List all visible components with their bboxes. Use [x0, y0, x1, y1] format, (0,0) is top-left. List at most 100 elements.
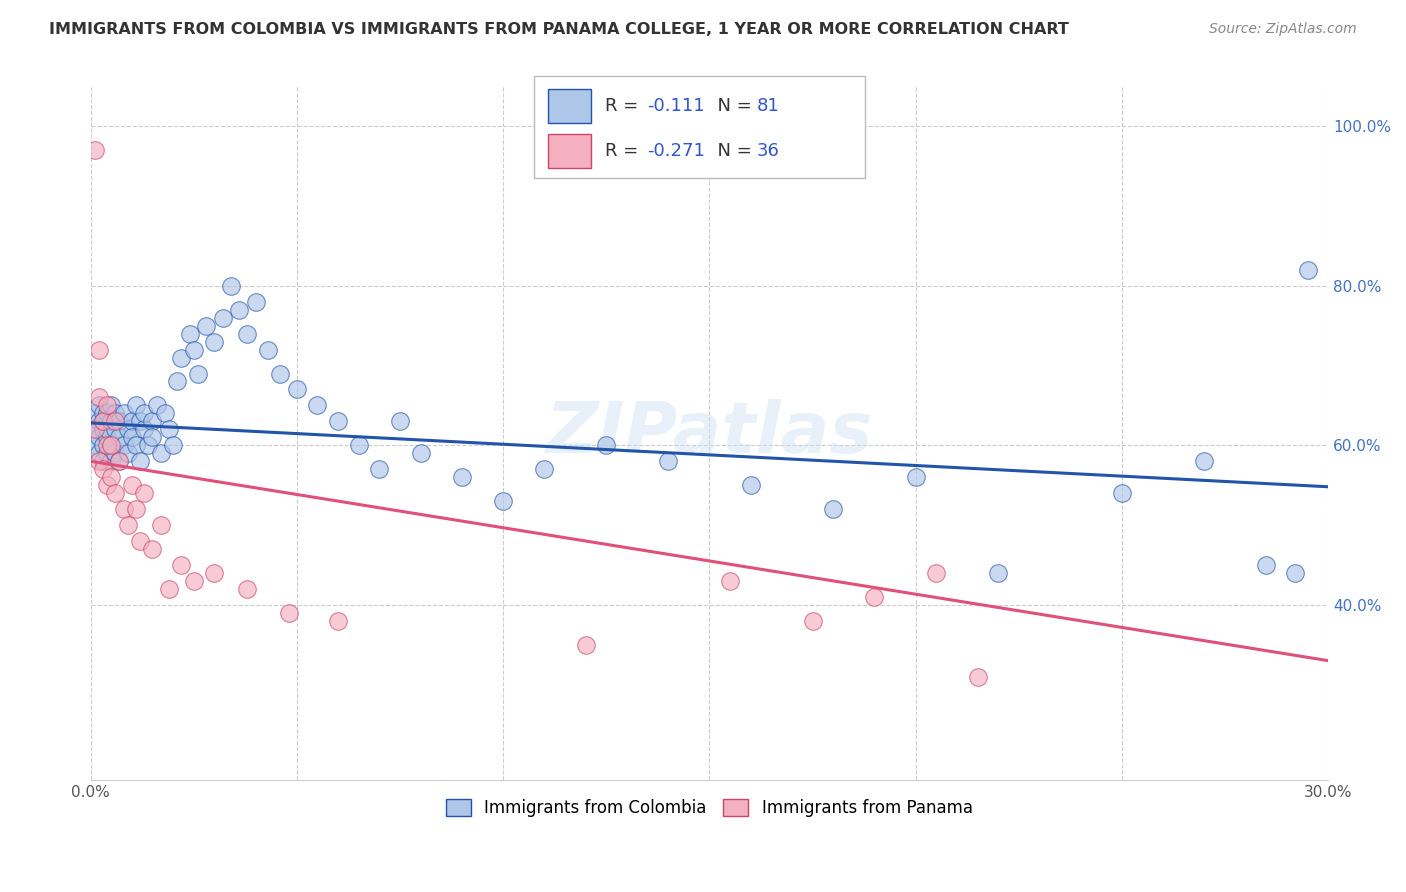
Point	[141, 541, 163, 556]
Point	[219, 278, 242, 293]
Point	[91, 438, 114, 452]
Point	[125, 438, 148, 452]
Point	[157, 422, 180, 436]
Text: 81: 81	[756, 97, 779, 115]
Point	[134, 486, 156, 500]
Point	[863, 590, 886, 604]
Point	[100, 438, 122, 452]
Point	[925, 566, 948, 580]
Text: 36: 36	[756, 142, 779, 160]
Point	[277, 606, 299, 620]
Point	[100, 470, 122, 484]
Point	[91, 406, 114, 420]
Point	[326, 614, 349, 628]
Point	[170, 351, 193, 365]
Point	[96, 422, 118, 436]
Point	[166, 375, 188, 389]
Point	[96, 398, 118, 412]
Point	[87, 343, 110, 357]
Point	[87, 414, 110, 428]
Point	[129, 454, 152, 468]
Text: N =: N =	[706, 97, 758, 115]
Point	[575, 638, 598, 652]
Point	[138, 438, 160, 452]
Point	[202, 334, 225, 349]
Text: -0.271: -0.271	[647, 142, 704, 160]
Point	[347, 438, 370, 452]
Point	[87, 398, 110, 412]
Text: R =: R =	[605, 97, 644, 115]
Point	[91, 422, 114, 436]
Point	[108, 430, 131, 444]
Point	[87, 446, 110, 460]
Point	[1194, 454, 1216, 468]
Point	[388, 414, 411, 428]
Point	[183, 343, 205, 357]
Point	[91, 462, 114, 476]
Point	[987, 566, 1010, 580]
Point	[141, 430, 163, 444]
Point	[129, 414, 152, 428]
Point	[307, 398, 329, 412]
Point	[104, 406, 127, 420]
Point	[112, 406, 135, 420]
Point	[96, 430, 118, 444]
Point	[183, 574, 205, 588]
Point	[108, 414, 131, 428]
Point	[87, 391, 110, 405]
Point	[595, 438, 617, 452]
Point	[1296, 262, 1319, 277]
Point	[134, 422, 156, 436]
Point	[801, 614, 824, 628]
Text: ZIPatlas: ZIPatlas	[546, 399, 873, 467]
Text: -0.111: -0.111	[647, 97, 704, 115]
Point	[904, 470, 927, 484]
Point	[100, 438, 122, 452]
Point	[179, 326, 201, 341]
Point	[91, 414, 114, 428]
Point	[121, 478, 143, 492]
Point	[108, 454, 131, 468]
Point	[117, 518, 139, 533]
Point	[83, 422, 105, 436]
Point	[162, 438, 184, 452]
Point	[492, 494, 515, 508]
Point	[245, 294, 267, 309]
Point	[409, 446, 432, 460]
Point	[125, 398, 148, 412]
Point	[533, 462, 555, 476]
Point	[211, 310, 233, 325]
Point	[145, 398, 167, 412]
Point	[129, 534, 152, 549]
Point	[368, 462, 391, 476]
Point	[100, 398, 122, 412]
Point	[100, 414, 122, 428]
Point	[125, 502, 148, 516]
Point	[83, 422, 105, 436]
Point	[451, 470, 474, 484]
Point	[87, 430, 110, 444]
Point	[141, 414, 163, 428]
Point	[228, 302, 250, 317]
Point	[149, 446, 172, 460]
Point	[149, 518, 172, 533]
Point	[112, 502, 135, 516]
Point	[96, 406, 118, 420]
Point	[966, 670, 988, 684]
Point	[269, 367, 291, 381]
Point	[134, 406, 156, 420]
Point	[121, 414, 143, 428]
Point	[83, 438, 105, 452]
Point	[104, 414, 127, 428]
Point	[87, 454, 110, 468]
Point	[202, 566, 225, 580]
Point	[257, 343, 280, 357]
Point	[1256, 558, 1278, 572]
Point	[326, 414, 349, 428]
Point	[740, 478, 762, 492]
Point	[112, 438, 135, 452]
Point	[121, 430, 143, 444]
Point	[104, 486, 127, 500]
Text: N =: N =	[706, 142, 758, 160]
Point	[170, 558, 193, 572]
